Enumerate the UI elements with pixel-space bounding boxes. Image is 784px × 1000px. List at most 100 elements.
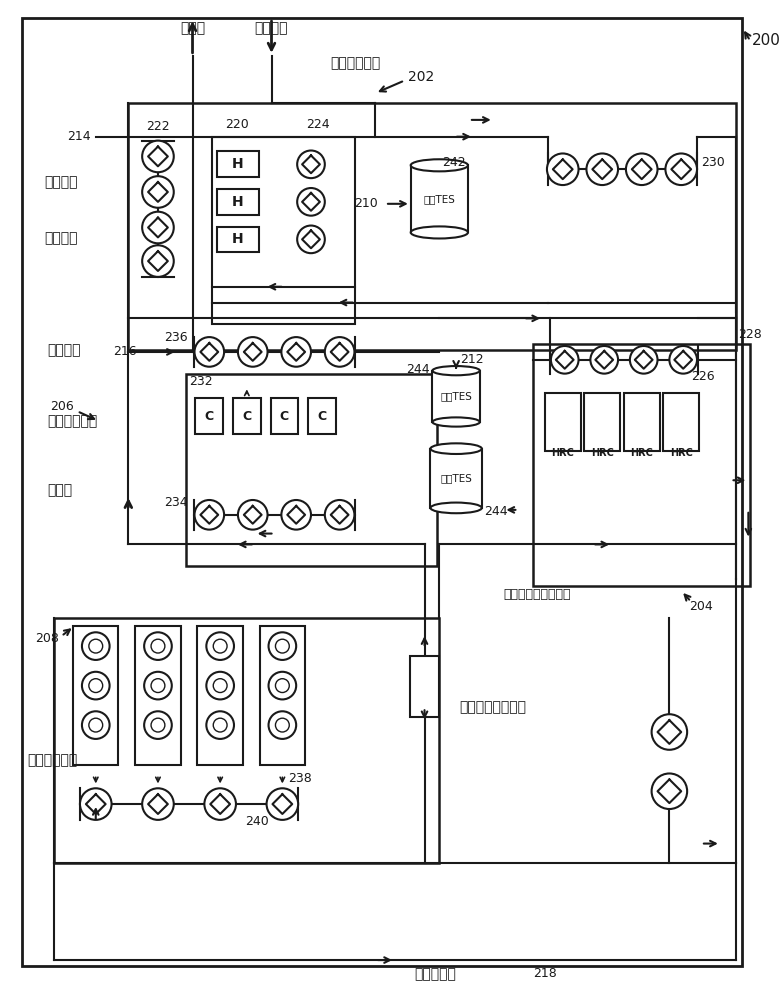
Polygon shape (671, 159, 691, 179)
Circle shape (281, 337, 311, 367)
Text: H: H (232, 195, 244, 209)
Text: 224: 224 (306, 118, 330, 131)
Text: 230: 230 (701, 156, 724, 169)
Circle shape (213, 679, 227, 693)
Text: 热回收制冷机子机组: 热回收制冷机子机组 (503, 588, 571, 601)
Circle shape (142, 212, 174, 243)
Circle shape (297, 188, 325, 216)
Text: HRC: HRC (551, 448, 574, 458)
Circle shape (297, 226, 325, 253)
Text: 210: 210 (354, 197, 378, 210)
Text: 242: 242 (442, 156, 466, 169)
Text: HRC: HRC (591, 448, 614, 458)
Circle shape (194, 500, 224, 530)
Text: 加热器子机组: 加热器子机组 (331, 57, 381, 71)
Circle shape (89, 679, 103, 693)
Polygon shape (148, 794, 168, 814)
Ellipse shape (411, 226, 468, 238)
Circle shape (142, 245, 174, 277)
Text: 236: 236 (164, 331, 187, 344)
Circle shape (194, 337, 224, 367)
Circle shape (269, 672, 296, 699)
Polygon shape (148, 218, 168, 237)
Text: 来自建筑: 来自建筑 (255, 21, 289, 35)
Text: C: C (205, 410, 214, 423)
Text: 热的TES: 热的TES (423, 194, 456, 204)
Text: 212: 212 (460, 353, 484, 366)
Polygon shape (658, 720, 681, 744)
Text: 216: 216 (114, 345, 137, 358)
Text: 热水回路: 热水回路 (45, 175, 78, 189)
Text: C: C (280, 410, 289, 423)
Circle shape (82, 672, 110, 699)
Bar (430, 449, 482, 508)
Text: 200: 200 (753, 33, 781, 48)
Bar (533, 344, 750, 586)
Bar (73, 626, 118, 765)
Text: H: H (232, 157, 244, 171)
Ellipse shape (433, 366, 480, 375)
Circle shape (267, 788, 298, 820)
Circle shape (666, 153, 697, 185)
Circle shape (630, 346, 658, 374)
Polygon shape (244, 343, 262, 361)
Bar (198, 626, 243, 765)
Circle shape (80, 788, 111, 820)
Text: 222: 222 (146, 120, 170, 133)
Bar (212, 137, 355, 324)
Bar (186, 374, 437, 566)
Circle shape (144, 711, 172, 739)
Ellipse shape (430, 443, 482, 454)
Bar (217, 189, 259, 215)
Circle shape (142, 141, 174, 172)
Bar (217, 151, 259, 177)
Bar (195, 398, 223, 434)
Bar (663, 393, 699, 451)
Circle shape (82, 632, 110, 660)
Circle shape (213, 639, 227, 653)
Circle shape (275, 679, 289, 693)
Circle shape (626, 153, 658, 185)
Polygon shape (556, 351, 574, 369)
Polygon shape (674, 351, 692, 369)
Circle shape (590, 346, 618, 374)
Text: 冷却塔子机组: 冷却塔子机组 (27, 754, 78, 768)
Polygon shape (148, 251, 168, 271)
Bar (270, 398, 298, 434)
Text: H: H (232, 232, 244, 246)
Circle shape (142, 176, 174, 208)
Bar (54, 618, 439, 863)
Polygon shape (244, 506, 262, 524)
Text: 至建筑: 至建筑 (47, 483, 72, 497)
Bar (136, 626, 180, 765)
Text: 206: 206 (50, 400, 74, 413)
Text: 218: 218 (533, 967, 557, 980)
Circle shape (652, 773, 687, 809)
Circle shape (269, 711, 296, 739)
Circle shape (144, 632, 172, 660)
Polygon shape (86, 794, 106, 814)
Text: 244: 244 (406, 363, 430, 376)
Bar (433, 371, 480, 422)
Text: HRC: HRC (670, 448, 692, 458)
Polygon shape (210, 794, 230, 814)
Circle shape (142, 788, 174, 820)
Circle shape (151, 639, 165, 653)
Polygon shape (658, 779, 681, 803)
Bar (624, 393, 659, 451)
Bar (260, 626, 305, 765)
Text: 冷的TES: 冷的TES (440, 391, 472, 401)
Circle shape (586, 153, 618, 185)
Circle shape (89, 718, 103, 732)
Text: 214: 214 (67, 130, 91, 143)
Text: 226: 226 (691, 370, 715, 383)
Circle shape (144, 672, 172, 699)
Polygon shape (595, 351, 613, 369)
Text: HRC: HRC (630, 448, 653, 458)
Circle shape (325, 337, 354, 367)
Circle shape (151, 718, 165, 732)
Polygon shape (593, 159, 612, 179)
Text: 234: 234 (164, 496, 187, 509)
Circle shape (281, 500, 311, 530)
Polygon shape (632, 159, 652, 179)
